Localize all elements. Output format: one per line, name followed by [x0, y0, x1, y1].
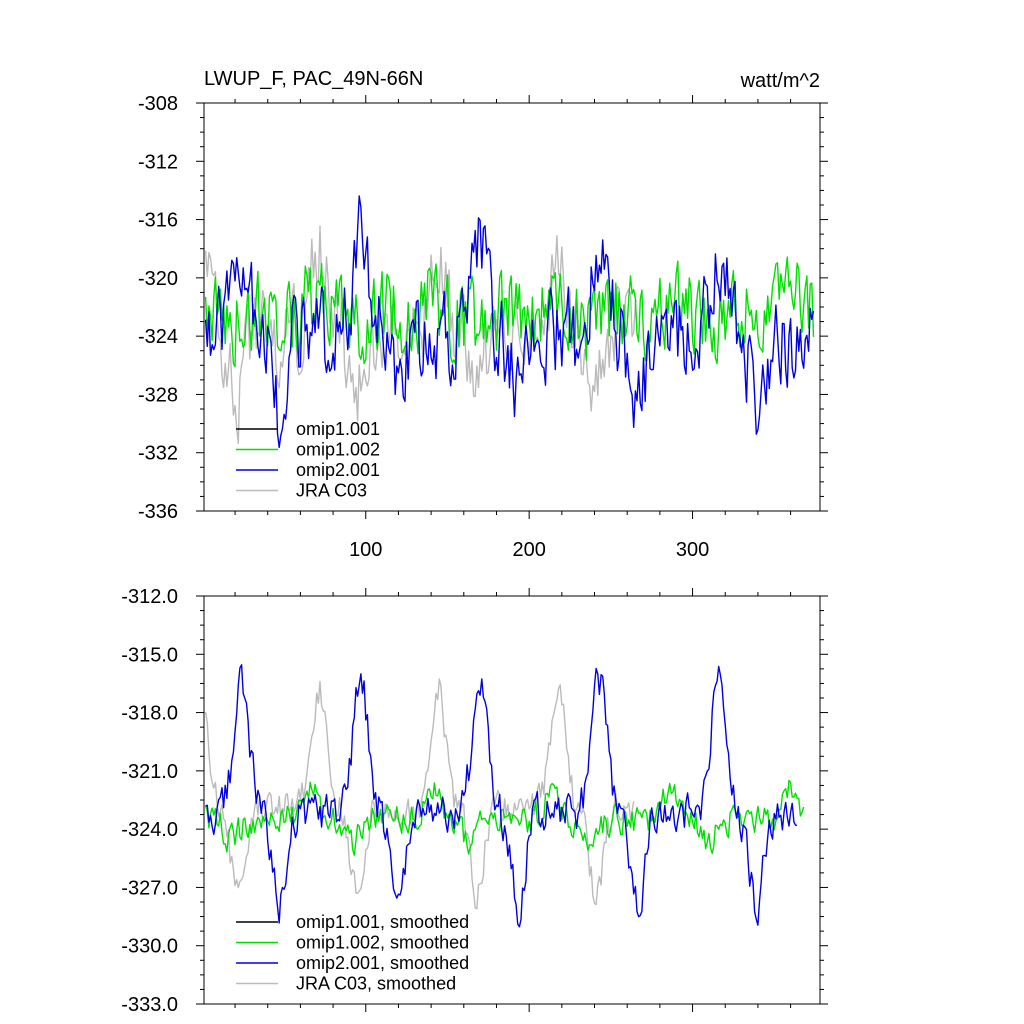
y-tick-label: -316: [138, 210, 178, 232]
units-label: watt/m^2: [740, 70, 820, 92]
y-tick-label: -318.0: [121, 703, 178, 725]
y-tick-label: -321.0: [121, 761, 178, 783]
y-tick-label: -328: [138, 384, 178, 406]
x-axis: 100 200 300: [234, 95, 792, 561]
series-line-jra-c03: [204, 225, 638, 445]
legend-label: omip1.002, smoothed: [296, 933, 469, 953]
legend-label: omip2.001: [296, 460, 380, 480]
y-tick-label: -330.0: [121, 936, 178, 958]
legend-label: JRA C03: [296, 481, 367, 501]
y-axis: -312.0 -315.0 -318.0 -321.0 -324.0 -327.0 -330…: [121, 586, 828, 1016]
y-tick-label: -324.0: [121, 819, 178, 841]
x-tick-label: 300: [676, 539, 709, 561]
legend-label: omip1.002: [296, 440, 380, 460]
legend-label: JRA C03, smoothed: [296, 974, 456, 994]
y-tick-label: -332: [138, 443, 178, 465]
y-tick-label: -308: [138, 93, 178, 115]
bottom-panel: -312.0 -315.0 -318.0 -321.0 -324.0 -327.0 -330…: [121, 586, 828, 1016]
series-line-omip1-002: [204, 256, 815, 368]
y-tick-label: -312.0: [121, 586, 178, 608]
legend-label: omip2.001, smoothed: [296, 953, 469, 973]
top-panel: LWUP_F, PAC_49N-66N watt/m^2 -308 -312 -31…: [138, 68, 828, 561]
y-tick-label: -320: [138, 268, 178, 290]
x-tick-label: 200: [512, 539, 545, 561]
series-line-jra-c03-smoothed: [204, 678, 635, 910]
series-line-omip2-001: [204, 195, 815, 449]
chart-title: LWUP_F, PAC_49N-66N: [204, 68, 423, 90]
y-tick-label: -333.0: [121, 994, 178, 1016]
y-axis: -308 -312 -316 -320 -324 -328 -332 -336: [138, 93, 828, 523]
y-tick-label: -312: [138, 151, 178, 173]
y-tick-label: -336: [138, 501, 178, 523]
x-tick-label: 100: [349, 539, 382, 561]
x-axis: [234, 588, 792, 1012]
series-line-omip2-001-smoothed: [205, 664, 798, 928]
legend-label: omip1.001, smoothed: [296, 912, 469, 932]
y-tick-label: -324: [138, 326, 178, 348]
series-group: [204, 664, 805, 928]
series-group: [204, 195, 815, 449]
legend-label: omip1.001: [296, 419, 380, 439]
series-line-omip1-002-smoothed: [204, 779, 805, 856]
y-tick-label: -315.0: [121, 644, 178, 666]
y-tick-label: -327.0: [121, 877, 178, 899]
